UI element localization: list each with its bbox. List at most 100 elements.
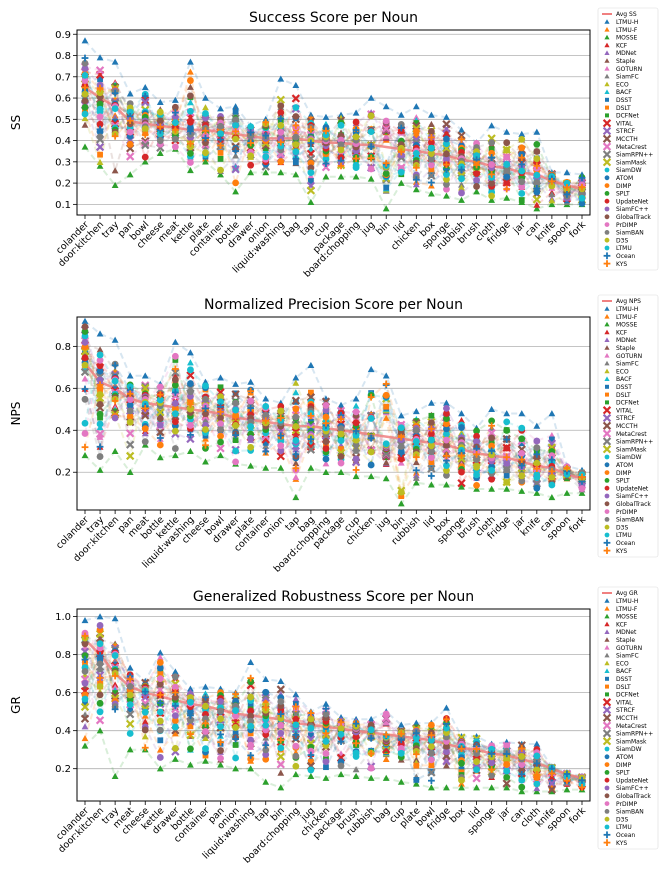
legend-label-SPLT: SPLT — [616, 478, 630, 485]
legend-marker-STRCF — [602, 126, 612, 136]
legend-label-BACF: BACF — [616, 376, 632, 383]
legend-marker-SiamMask — [602, 158, 612, 167]
point-LTMU-H-bin — [397, 412, 405, 419]
legend-label-SiamRPN++: SiamRPN++ — [616, 152, 653, 159]
point-MOSSE-cup — [352, 473, 360, 480]
point-MetaCrest-door:kitchen — [95, 66, 105, 75]
point-LTMU-knife — [533, 471, 541, 479]
point-SiamRPN++-box-stroke-b — [427, 171, 436, 180]
legend-label-LTMU-F: LTMU-F — [616, 314, 638, 321]
point-MOSSE-chicken — [367, 473, 375, 480]
point-MetaCrest-bowl — [216, 444, 225, 453]
point-MetaCrest-cup-stroke-b — [321, 163, 331, 172]
point-MCCTH-sponge — [442, 119, 451, 129]
legend-label-GlobalTrack: GlobalTrack — [616, 501, 651, 508]
point-LTMU-colander — [81, 71, 89, 79]
point-ATOM-sponge — [443, 135, 450, 143]
tracker-line-PrDIMP — [84, 80, 583, 192]
point-UpdateNet-drawer — [247, 161, 255, 169]
point-LTMU-tap — [292, 437, 300, 444]
tracker-line-BACF — [84, 82, 583, 192]
point-SiamFC-cheese — [202, 416, 209, 423]
point-DSLT-box — [428, 166, 435, 173]
point-LTMU-H-box — [443, 399, 450, 406]
point-UpdateNet-cup — [352, 419, 360, 427]
point-SiamBAN-bin — [397, 443, 405, 450]
point-ECO-colander — [81, 114, 89, 122]
point-MOSSE-can — [533, 205, 541, 212]
point-DSLT-container — [217, 149, 224, 156]
point-KYS-liquid:washing — [277, 138, 285, 146]
chart-title: Generalized Robustness Score per Noun — [193, 589, 474, 605]
legend-label-SiamMask: SiamMask — [616, 159, 647, 166]
point-MetaCrest-pan — [126, 429, 135, 438]
point-KYS-box — [427, 134, 435, 141]
point-MOSSE-liquid:washing — [187, 447, 194, 454]
point-LTMU-H-lid — [427, 399, 435, 406]
point-Ocean-onion — [262, 132, 270, 139]
point-ATOM-knife — [533, 484, 541, 492]
legend-label-GlobalTrack: GlobalTrack — [616, 214, 651, 221]
point-STRCF-chicken-stroke-b — [412, 135, 421, 144]
point-LTMU-H-package — [337, 401, 345, 408]
point-SiamBAN-rubbish — [412, 426, 420, 434]
legend-label-BACF: BACF — [616, 89, 632, 96]
point-Staple-bin — [277, 769, 285, 776]
point-MCCTH-rubbish — [457, 131, 466, 140]
y-tick-label: 1.0 — [55, 612, 71, 623]
point-PrDIMP-colander — [81, 77, 89, 84]
point-LTMU-H-tray — [111, 615, 119, 622]
point-KYS-chicken — [412, 164, 420, 172]
legend-label-SiamBAN: SiamBAN — [616, 230, 644, 237]
point-PrDIMP-cloth — [488, 161, 496, 169]
point-DIMP-tap — [307, 159, 315, 167]
point-MetaCrest-door:kitchen-stroke-b — [95, 66, 105, 75]
point-LTMU-fork — [578, 194, 586, 202]
point-MOSSE-container — [217, 171, 224, 178]
point-DSLT-chicken — [413, 134, 420, 140]
point-MOSSE-board:chopping — [322, 468, 330, 475]
point-SiamBAN-bag — [292, 133, 300, 141]
point-SPLT-bottle — [187, 745, 194, 753]
legend-label-STRCF: STRCF — [616, 415, 636, 422]
point-MDNet-tap — [292, 446, 300, 453]
point-Staple-tray — [111, 167, 119, 174]
point-MOSSE-fridge — [503, 485, 511, 492]
tracker-line-GlobalTrack — [84, 326, 583, 485]
point-LTMU-fridge — [503, 418, 511, 426]
y-tick-label: 0.9 — [55, 30, 71, 41]
point-DCFNet-bag — [308, 421, 314, 428]
point-MetaCrest-bowl-stroke-b — [216, 444, 225, 453]
point-UpdateNet-board:chopping — [322, 445, 330, 452]
point-DIMP-bowl — [217, 432, 224, 440]
point-SiamBAN-liquid:washing — [187, 388, 194, 396]
point-D3S-package — [337, 146, 345, 154]
point-LTMU-F-kettle — [187, 68, 194, 75]
point-MOSSE-door:kitchen — [111, 447, 119, 454]
point-MOSSE-bag — [307, 464, 315, 471]
point-MOSSE-onion — [277, 464, 285, 471]
point-LTMU-H-bag — [292, 81, 300, 89]
point-UpdateNet-kettle — [171, 418, 179, 426]
point-LTMU-door:kitchen — [96, 105, 104, 113]
point-DIMP-kettle — [187, 77, 194, 84]
point-LTMU-H-colander — [81, 317, 89, 324]
point-MOSSE-cheese — [202, 458, 209, 465]
point-LTMU-package — [337, 121, 345, 129]
point-STRCF-door:kitchen — [95, 142, 105, 152]
point-MetaCrest-pan-stroke-b — [126, 152, 135, 161]
point-SiamBAN-tray — [96, 453, 104, 460]
point-D3S-bag — [292, 141, 300, 149]
legend-avg-label: Avg SS — [616, 11, 637, 18]
point-SiamDW-cup — [322, 155, 330, 163]
point-Ocean-container — [217, 136, 224, 144]
point-STRCF-bowl-stroke-b — [141, 98, 150, 107]
point-DSLT-tap — [308, 116, 314, 123]
point-PrDIMP-pan — [126, 396, 134, 403]
point-GlobalTrack-tap — [307, 164, 315, 172]
tracker-line-MOSSE — [84, 443, 582, 506]
point-D3S-bottle — [232, 135, 240, 143]
point-Ocean-lid — [397, 124, 405, 132]
legend-label-ATOM: ATOM — [616, 175, 633, 182]
legend-marker-UpdateNet — [604, 485, 610, 491]
